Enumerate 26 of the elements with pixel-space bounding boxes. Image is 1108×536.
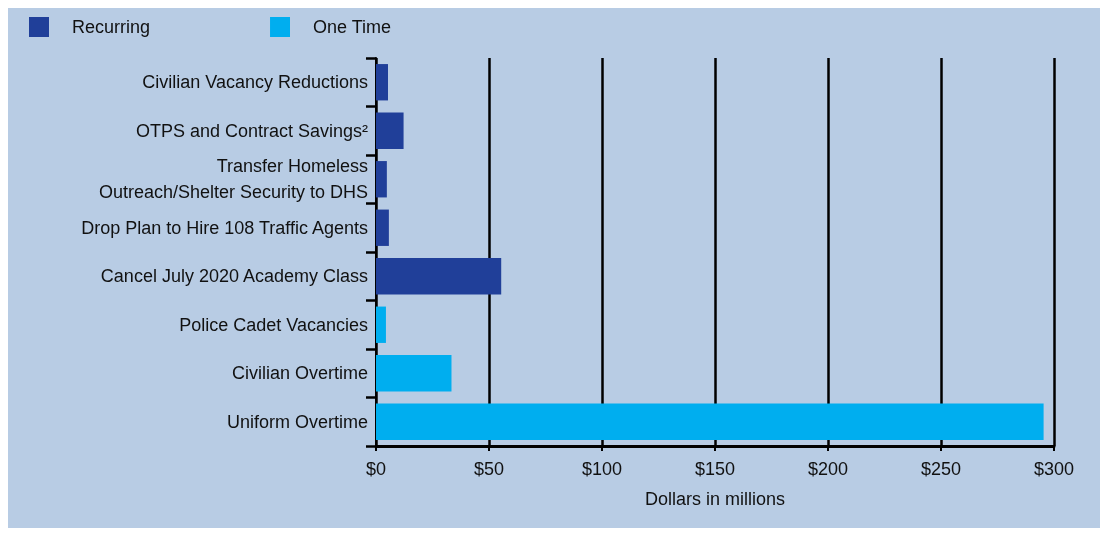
y-tick-label: Civilian Vacancy Reductions bbox=[142, 72, 368, 93]
bar bbox=[376, 161, 387, 198]
y-tick-label: OTPS and Contract Savings² bbox=[135, 120, 368, 141]
bar bbox=[376, 209, 389, 246]
x-tick-label: $0 bbox=[365, 459, 387, 479]
y-tick-label: Uniform Overtime bbox=[226, 411, 368, 432]
bar bbox=[376, 258, 502, 295]
x-tick-label: $150 bbox=[694, 459, 736, 479]
bar bbox=[376, 403, 1044, 440]
y-tick-label: Cancel July 2020 Academy Class bbox=[100, 266, 368, 287]
legend-label: One Time bbox=[313, 17, 392, 37]
x-tick-label: $50 bbox=[473, 459, 505, 479]
y-tick-label: Transfer Homeless Outreach/Shelter Security to DHS bbox=[98, 156, 368, 203]
bar bbox=[376, 64, 388, 101]
y-tick-label: Police Cadet Vacancies bbox=[179, 314, 368, 335]
legend-label: Recurring bbox=[72, 17, 151, 37]
x-tick-label: $250 bbox=[920, 459, 962, 479]
y-tick-label: Drop Plan to Hire 108 Traffic Agents bbox=[81, 217, 368, 238]
x-tick-label: $200 bbox=[807, 459, 849, 479]
y-tick-label: Civilian Overtime bbox=[231, 363, 368, 384]
bar bbox=[376, 355, 452, 392]
x-axis-title: Dollars in millions bbox=[644, 489, 786, 509]
x-tick-label: $100 bbox=[581, 459, 623, 479]
bar bbox=[376, 112, 404, 149]
x-tick-label: $300 bbox=[1033, 459, 1075, 479]
bar bbox=[376, 306, 386, 343]
